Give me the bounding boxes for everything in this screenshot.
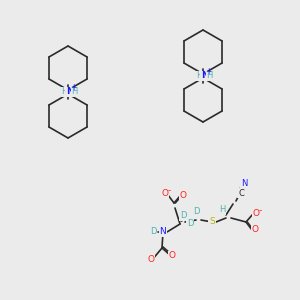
- Text: S: S: [209, 218, 215, 226]
- Text: D: D: [193, 206, 199, 215]
- Text: O: O: [169, 251, 176, 260]
- Text: D: D: [180, 212, 186, 220]
- Text: C: C: [238, 188, 244, 197]
- Text: N: N: [201, 71, 208, 80]
- Text: H: H: [219, 206, 225, 214]
- Text: D: D: [187, 218, 193, 227]
- Text: N: N: [241, 179, 247, 188]
- Text: H: H: [206, 71, 213, 80]
- Text: +: +: [70, 83, 76, 92]
- Text: +: +: [205, 68, 211, 76]
- Text: O: O: [161, 190, 169, 199]
- Text: -: -: [258, 206, 262, 215]
- Text: H: H: [196, 71, 202, 80]
- Text: O: O: [148, 256, 154, 265]
- Text: D: D: [150, 227, 156, 236]
- Text: H: H: [61, 88, 67, 97]
- Text: -: -: [167, 187, 171, 196]
- Text: N: N: [66, 88, 73, 97]
- Text: O: O: [251, 226, 259, 235]
- Text: H: H: [71, 88, 78, 97]
- Text: ···: ···: [178, 220, 184, 224]
- Text: N: N: [160, 227, 167, 236]
- Text: O: O: [253, 209, 260, 218]
- Text: O: O: [179, 191, 187, 200]
